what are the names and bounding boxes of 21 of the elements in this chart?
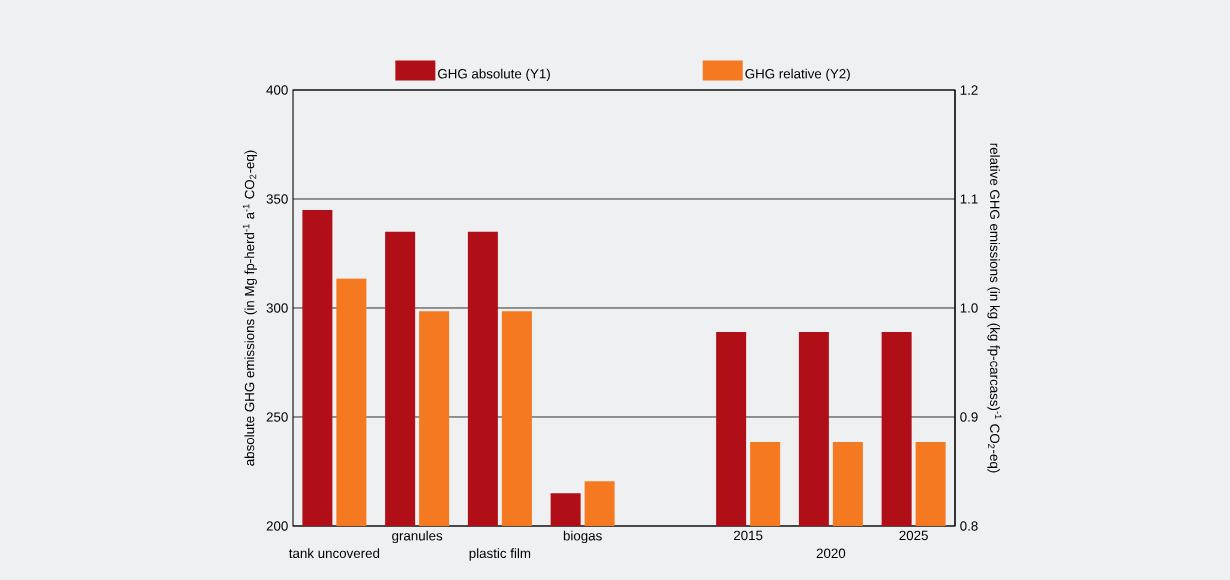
y-tick-label: 350 — [266, 194, 288, 204]
y-tick-label: 200 — [266, 521, 288, 531]
y2-tick-label: 1.0 — [960, 303, 978, 313]
x-tick-label: biogas — [563, 530, 602, 544]
y-axis-title: absolute GHG emissions (in Mg fp-herd$^{-1}$ a$^{-1}$ CO$_{2}$-eq) — [242, 150, 257, 466]
legend-label: GHG relative (Y2) — [745, 68, 850, 82]
y-tick-label: 400 — [266, 85, 288, 95]
y2-axis-title: relative GHG emissions (in kg (kg fp-carcass)$^{-1}$ CO$_{2}$-eq) — [987, 143, 1002, 473]
y2-tick-label: 1.2 — [960, 85, 978, 95]
y2-tick-label: 1.1 — [960, 194, 978, 204]
legend-label: GHG absolute (Y1) — [438, 68, 550, 82]
y2-tick-label: 0.9 — [960, 412, 978, 422]
x-tick-label: 2015 — [733, 530, 763, 541]
x-tick-label: granules — [392, 530, 443, 544]
x-tick-label: plastic film — [469, 548, 531, 561]
x-tick-label: 2025 — [899, 530, 928, 541]
y2-tick-label: 0.8 — [960, 521, 978, 531]
x-tick-label: 2020 — [816, 548, 846, 559]
y-tick-label: 300 — [266, 303, 288, 313]
x-tick-label: tank uncovered — [289, 548, 380, 559]
y-tick-label: 250 — [266, 412, 288, 422]
